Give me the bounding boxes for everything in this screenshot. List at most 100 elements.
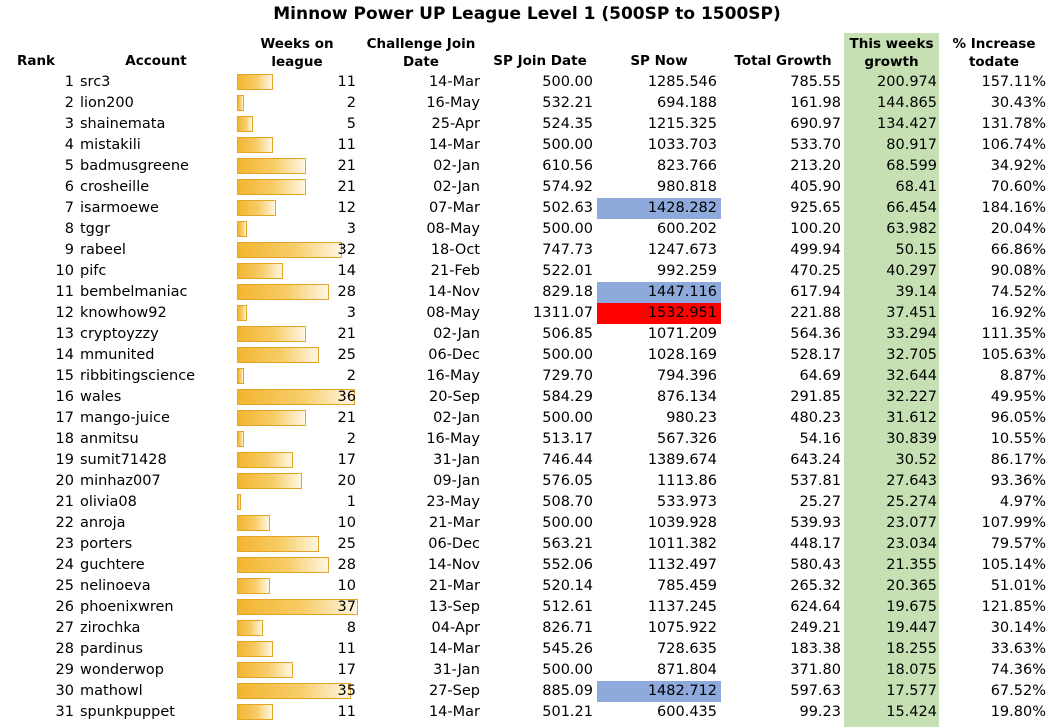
join-date-cell[interactable]: 02-Jan bbox=[433, 158, 480, 174]
sp-now-cell[interactable]: 1011.382 bbox=[647, 536, 717, 552]
table-row[interactable]: 6 crosheille 21 02-Jan 574.92 980.818 405.90 68… bbox=[0, 177, 1054, 198]
weeks-cell[interactable]: 8 bbox=[346, 620, 356, 636]
rank-cell[interactable]: 15 bbox=[55, 368, 74, 384]
rank-cell[interactable]: 17 bbox=[55, 410, 74, 426]
weeks-cell[interactable]: 17 bbox=[337, 662, 356, 678]
table-row[interactable]: 4 mistakili 11 14-Mar 500.00 1033.703 533.70 80… bbox=[0, 135, 1054, 156]
sp-now-cell[interactable]: 600.202 bbox=[657, 221, 717, 237]
rank-cell[interactable]: 29 bbox=[55, 662, 74, 678]
sp-join-cell[interactable]: 500.00 bbox=[542, 347, 593, 363]
pct-increase-cell[interactable]: 106.74% bbox=[981, 137, 1046, 153]
pct-increase-cell[interactable]: 184.16% bbox=[981, 200, 1046, 216]
rank-cell[interactable]: 24 bbox=[55, 557, 74, 573]
rank-cell[interactable]: 20 bbox=[55, 473, 74, 489]
pct-increase-cell[interactable]: 8.87% bbox=[999, 368, 1046, 384]
total-growth-cell[interactable]: 617.94 bbox=[790, 284, 841, 300]
sp-now-cell[interactable]: 980.23 bbox=[666, 410, 717, 426]
table-row[interactable]: 7 isarmoewe 12 07-Mar 502.63 1428.282 925.65 66… bbox=[0, 198, 1054, 219]
this-week-growth-cell[interactable]: 40.297 bbox=[886, 263, 937, 279]
this-week-growth-cell[interactable]: 134.427 bbox=[877, 116, 937, 132]
weeks-cell[interactable]: 21 bbox=[337, 179, 356, 195]
table-row[interactable]: 21 olivia08 1 23-May 508.70 533.973 25.27 25.27… bbox=[0, 492, 1054, 513]
weeks-cell[interactable]: 37 bbox=[337, 599, 356, 615]
header-rank[interactable]: Rank bbox=[16, 53, 56, 69]
table-row[interactable]: 2 lion200 2 16-May 532.21 694.188 161.98 144.86… bbox=[0, 93, 1054, 114]
sp-now-cell[interactable]: 1447.116 bbox=[647, 284, 717, 300]
join-date-cell[interactable]: 31-Jan bbox=[433, 452, 480, 468]
this-week-growth-cell[interactable]: 30.52 bbox=[895, 452, 937, 468]
join-date-cell[interactable]: 20-Sep bbox=[428, 389, 480, 405]
table-row[interactable]: 26 phoenixwren 37 13-Sep 512.61 1137.245 624.6… bbox=[0, 597, 1054, 618]
join-date-cell[interactable]: 16-May bbox=[426, 368, 480, 384]
sp-join-cell[interactable]: 508.70 bbox=[542, 494, 593, 510]
weeks-cell[interactable]: 11 bbox=[337, 641, 356, 657]
weeks-cell[interactable]: 10 bbox=[337, 515, 356, 531]
account-cell[interactable]: guchtere bbox=[80, 557, 145, 573]
pct-increase-cell[interactable]: 90.08% bbox=[990, 263, 1046, 279]
join-date-cell[interactable]: 09-Jan bbox=[433, 473, 480, 489]
join-date-cell[interactable]: 14-Nov bbox=[428, 284, 480, 300]
weeks-cell[interactable]: 3 bbox=[346, 305, 356, 321]
sp-now-cell[interactable]: 980.818 bbox=[657, 179, 717, 195]
pct-increase-cell[interactable]: 67.52% bbox=[990, 683, 1046, 699]
sp-now-cell[interactable]: 1033.703 bbox=[647, 137, 717, 153]
sp-join-cell[interactable]: 746.44 bbox=[542, 452, 593, 468]
total-growth-cell[interactable]: 265.32 bbox=[790, 578, 841, 594]
this-week-growth-cell[interactable]: 80.917 bbox=[886, 137, 937, 153]
account-cell[interactable]: mmunited bbox=[80, 347, 155, 363]
this-week-growth-cell[interactable]: 32.644 bbox=[886, 368, 937, 384]
join-date-cell[interactable]: 07-Mar bbox=[428, 200, 480, 216]
header-pct-increase[interactable]: % Increase todate bbox=[942, 35, 1046, 71]
weeks-cell[interactable]: 2 bbox=[346, 368, 356, 384]
rank-cell[interactable]: 5 bbox=[64, 158, 74, 174]
weeks-cell[interactable]: 11 bbox=[337, 704, 356, 720]
account-cell[interactable]: tggr bbox=[80, 221, 111, 237]
rank-cell[interactable]: 19 bbox=[55, 452, 74, 468]
rank-cell[interactable]: 1 bbox=[64, 74, 74, 90]
weeks-cell[interactable]: 2 bbox=[346, 95, 356, 111]
table-row[interactable]: 15 ribbitingscience 2 16-May 729.70 794.396 64… bbox=[0, 366, 1054, 387]
sp-join-cell[interactable]: 576.05 bbox=[542, 473, 593, 489]
sp-now-cell[interactable]: 728.635 bbox=[657, 641, 717, 657]
account-cell[interactable]: knowhow92 bbox=[80, 305, 167, 321]
header-account[interactable]: Account bbox=[125, 53, 187, 69]
header-weeks[interactable]: Weeks on league bbox=[236, 35, 358, 71]
header-sp-join-date[interactable]: SP Join Date bbox=[493, 53, 587, 69]
account-cell[interactable]: cryptoyzzy bbox=[80, 326, 159, 342]
total-growth-cell[interactable]: 480.23 bbox=[790, 410, 841, 426]
this-week-growth-cell[interactable]: 18.255 bbox=[886, 641, 937, 657]
sp-now-cell[interactable]: 876.134 bbox=[657, 389, 717, 405]
pct-increase-cell[interactable]: 33.63% bbox=[990, 641, 1046, 657]
total-growth-cell[interactable]: 533.70 bbox=[790, 137, 841, 153]
this-week-growth-cell[interactable]: 21.355 bbox=[886, 557, 937, 573]
rank-cell[interactable]: 18 bbox=[55, 431, 74, 447]
total-growth-cell[interactable]: 249.21 bbox=[790, 620, 841, 636]
table-row[interactable]: 27 zirochka 8 04-Apr 826.71 1075.922 249.21 19.… bbox=[0, 618, 1054, 639]
join-date-cell[interactable]: 31-Jan bbox=[433, 662, 480, 678]
rank-cell[interactable]: 2 bbox=[64, 95, 74, 111]
total-growth-cell[interactable]: 371.80 bbox=[790, 662, 841, 678]
weeks-cell[interactable]: 20 bbox=[337, 473, 356, 489]
this-week-growth-cell[interactable]: 144.865 bbox=[877, 95, 937, 111]
rank-cell[interactable]: 4 bbox=[64, 137, 74, 153]
this-week-growth-cell[interactable]: 68.41 bbox=[895, 179, 937, 195]
total-growth-cell[interactable]: 925.65 bbox=[790, 200, 841, 216]
total-growth-cell[interactable]: 564.36 bbox=[790, 326, 841, 342]
weeks-cell[interactable]: 17 bbox=[337, 452, 356, 468]
join-date-cell[interactable]: 04-Apr bbox=[431, 620, 480, 636]
weeks-cell[interactable]: 3 bbox=[346, 221, 356, 237]
sp-now-cell[interactable]: 1113.86 bbox=[657, 473, 717, 489]
table-row[interactable]: 14 mmunited 25 06-Dec 500.00 1028.169 528.17 32… bbox=[0, 345, 1054, 366]
sp-now-cell[interactable]: 785.459 bbox=[657, 578, 717, 594]
sp-join-cell[interactable]: 513.17 bbox=[542, 431, 593, 447]
sp-join-cell[interactable]: 512.61 bbox=[542, 599, 593, 615]
rank-cell[interactable]: 30 bbox=[55, 683, 74, 699]
rank-cell[interactable]: 12 bbox=[55, 305, 74, 321]
join-date-cell[interactable]: 08-May bbox=[426, 305, 480, 321]
account-cell[interactable]: spunkpuppet bbox=[80, 704, 175, 720]
total-growth-cell[interactable]: 100.20 bbox=[790, 221, 841, 237]
total-growth-cell[interactable]: 213.20 bbox=[790, 158, 841, 174]
weeks-cell[interactable]: 35 bbox=[337, 683, 356, 699]
pct-increase-cell[interactable]: 16.92% bbox=[990, 305, 1046, 321]
pct-increase-cell[interactable]: 86.17% bbox=[990, 452, 1046, 468]
